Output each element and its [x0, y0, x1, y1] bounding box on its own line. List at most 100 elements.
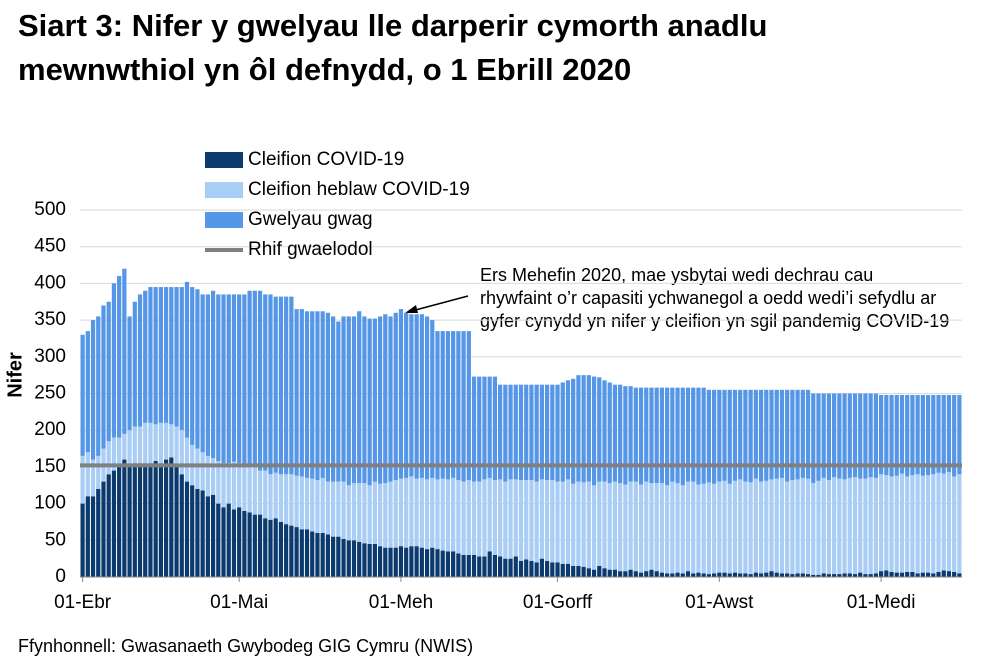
bar-segment	[414, 546, 419, 577]
bar-segment	[644, 387, 649, 482]
bar-segment	[216, 503, 221, 577]
bar-segment	[315, 532, 320, 577]
bar-segment	[294, 475, 299, 528]
bar-segment	[367, 485, 372, 544]
bar-segment	[743, 481, 748, 574]
bar-segment	[461, 554, 466, 577]
bar-segment	[785, 389, 790, 482]
bar-segment	[200, 452, 205, 491]
bar-segment	[158, 422, 164, 464]
x-tick-label: 01-Awst	[685, 592, 754, 613]
bar-segment	[529, 480, 534, 561]
bar-segment	[482, 376, 487, 480]
bar-segment	[852, 574, 858, 577]
legend-label: Rhif gwaelodol	[248, 239, 373, 260]
bar-segment	[372, 318, 377, 482]
bar-segment	[289, 474, 294, 526]
source: Ffynhonnell: Gwasanaeth Gwybodeg GIG Cym…	[18, 636, 474, 656]
bar-segment	[628, 569, 633, 577]
bar-segment	[111, 470, 117, 577]
y-tick-label: 100	[34, 493, 66, 514]
bar-segment	[117, 276, 122, 438]
bar-segment	[774, 572, 779, 577]
bar-segment	[471, 376, 477, 482]
bar-segment	[915, 474, 920, 574]
bar-segment	[638, 484, 644, 573]
bar-segment	[539, 558, 544, 577]
bar-segment	[346, 485, 351, 541]
bar-segment	[571, 378, 576, 484]
bar-segment	[137, 294, 143, 427]
bar-segment	[487, 477, 492, 552]
x-tick-label: 01-Medi	[847, 592, 916, 613]
bar-segment	[393, 547, 398, 577]
bar-segment	[195, 289, 200, 449]
bar-segment	[336, 481, 341, 537]
bar-segment	[722, 389, 727, 481]
bar-segment	[96, 488, 101, 577]
bar-segment	[445, 551, 451, 577]
bar-segment	[190, 287, 195, 445]
legend-swatch	[205, 152, 243, 168]
bar-segment	[555, 384, 560, 482]
bar-segment	[111, 283, 117, 438]
bar-segment	[424, 549, 430, 577]
bar-segment	[769, 389, 774, 480]
bar-segment	[451, 551, 456, 577]
bar-segment	[696, 484, 701, 573]
bar-segment	[205, 455, 210, 497]
bar-segment	[435, 331, 440, 480]
bar-segment	[633, 387, 638, 482]
bar-segment	[205, 294, 210, 456]
bar-segment	[383, 483, 388, 548]
bar-segment	[847, 393, 852, 478]
y-tick-label: 250	[34, 383, 66, 404]
y-tick-label: 450	[34, 236, 66, 257]
bar-segment	[816, 574, 821, 577]
bar-segment	[753, 389, 758, 479]
bar-segment	[440, 331, 445, 479]
bar-segment	[231, 294, 237, 462]
bar-segment	[221, 294, 226, 464]
bar-segment	[529, 384, 534, 481]
bar-segment	[153, 424, 158, 462]
bar-segment	[341, 481, 346, 539]
bar-segment	[242, 294, 247, 466]
bar-segment	[158, 287, 164, 423]
bar-segment	[743, 573, 748, 577]
annotation-arrow	[407, 295, 469, 313]
bar-segment	[795, 389, 800, 480]
bar-segment	[263, 470, 268, 519]
bar-segment	[680, 485, 685, 574]
bar-segment	[628, 386, 633, 482]
bar-segment	[164, 422, 169, 460]
bar-segment	[675, 483, 680, 573]
bar-segment	[148, 287, 153, 423]
bar-segment	[670, 481, 675, 574]
bar-segment	[393, 480, 398, 548]
bar-segment	[325, 312, 331, 482]
bar-segment	[393, 312, 398, 481]
bar-segment	[357, 483, 362, 542]
bar-segment	[174, 287, 179, 427]
bar-segment	[106, 441, 111, 475]
bar-segment	[226, 463, 231, 504]
bar-segment	[143, 463, 148, 577]
bar-segment	[852, 393, 858, 478]
bar-segment	[96, 316, 101, 456]
bar-segment	[738, 479, 743, 574]
bar-segment	[357, 311, 362, 484]
bar-segment	[571, 565, 576, 577]
bar-segment	[263, 294, 268, 471]
bar-segment	[346, 540, 351, 577]
bar-segment	[304, 311, 310, 478]
bar-segment	[837, 574, 842, 577]
bar-segment	[654, 483, 659, 572]
bar-segment	[398, 478, 404, 547]
bar-segment	[90, 320, 96, 460]
bar-segment	[289, 525, 294, 577]
bar-segment	[445, 331, 451, 480]
bar-segment	[106, 474, 111, 577]
bar-segment	[122, 433, 127, 460]
bar-segment	[884, 474, 889, 571]
